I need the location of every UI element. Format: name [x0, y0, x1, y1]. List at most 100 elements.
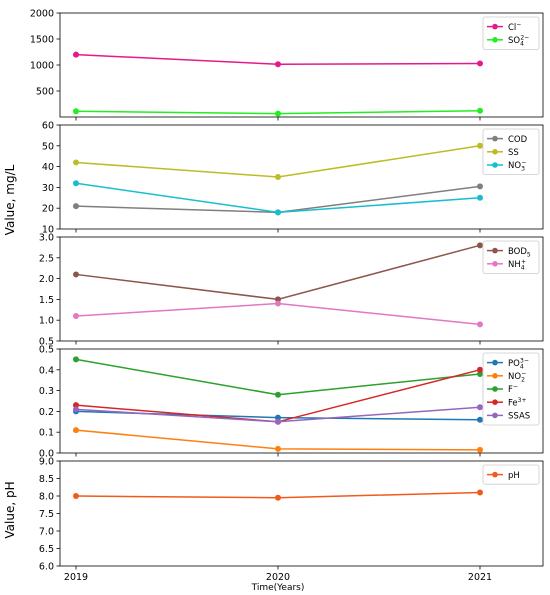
data-point — [275, 300, 281, 307]
y-tick-label: 40 — [42, 162, 54, 173]
data-point — [73, 159, 79, 166]
y-tick-label: 60 — [42, 121, 54, 132]
data-point — [477, 370, 483, 377]
chart-panels: 500 1000 1500 2000 Cl− SO42− 10 20 30 40 50 60 COD SS… — [30, 9, 544, 583]
data-point — [275, 494, 281, 501]
legend-marker — [492, 162, 498, 168]
legend-box — [482, 352, 540, 426]
legend-marker — [492, 261, 498, 267]
legend-marker — [492, 399, 498, 406]
panel-frame — [59, 460, 544, 567]
y-tick-label: 2.5 — [39, 253, 54, 264]
legend-entry: PO43− — [487, 357, 529, 370]
data-point — [477, 194, 483, 201]
y-tick-label: 7.5 — [39, 509, 54, 520]
x-tick-label: 2020 — [266, 572, 290, 583]
legend-marker — [492, 386, 498, 392]
data-point — [275, 209, 281, 216]
data-point — [477, 60, 483, 67]
legend-marker — [492, 247, 498, 254]
legend-entry: BOD5 — [487, 247, 531, 258]
data-point — [73, 402, 79, 409]
legend-label: SS — [508, 148, 519, 158]
legend: COD SS NO3− — [482, 128, 540, 175]
x-tick-label: 2019 — [64, 572, 88, 583]
data-point — [477, 416, 483, 423]
data-point — [477, 404, 483, 411]
legend: Cl− SO42− — [482, 16, 540, 50]
legend-marker — [492, 135, 498, 142]
legend-entry: NO3− — [487, 160, 526, 173]
legend: PO43−NO2−F− Fe3+ SSAS — [482, 352, 540, 426]
legend-label: SO42− — [508, 35, 529, 48]
legend-label: SSAS — [508, 412, 530, 422]
y-tick-label: 0.4 — [39, 365, 54, 376]
panel-1: 500 1000 1500 2000 Cl− SO42− — [30, 9, 544, 121]
data-point — [477, 366, 483, 373]
legend-entry: pH — [487, 471, 520, 481]
legend-entry: SS — [487, 148, 519, 158]
series-line — [75, 244, 481, 301]
y-tick-label: 0.5 — [39, 345, 54, 356]
series-bod — [73, 242, 483, 303]
legend-marker — [492, 471, 498, 478]
data-point — [275, 391, 281, 398]
data-point — [275, 445, 281, 452]
data-point — [275, 110, 281, 117]
legend-entry: Cl− — [487, 21, 521, 33]
y-tick-label: 500 — [36, 87, 54, 98]
data-point — [73, 493, 79, 499]
legend-label: PO43− — [508, 357, 529, 370]
legend-label: NH4+ — [508, 259, 526, 272]
y-tick-label: 3.0 — [39, 233, 54, 244]
legend-entry: F− — [487, 384, 518, 395]
series-nh — [73, 300, 483, 328]
data-point — [477, 321, 483, 328]
panel-frame — [59, 236, 544, 342]
y-tick-label: 20 — [42, 204, 54, 215]
legend-label: NO3− — [508, 160, 526, 173]
data-point — [477, 446, 483, 453]
data-point — [275, 174, 281, 180]
series-no — [73, 180, 483, 216]
series-ssas — [73, 404, 483, 425]
data-point — [73, 51, 79, 58]
y-tick-label: 0.3 — [39, 386, 54, 397]
y-tick-label: 10 — [42, 225, 54, 236]
legend-box — [482, 464, 540, 485]
panel-4: 0.0 0.1 0.2 0.3 0.4 0.5 PO43−NO2−F−Fe3+ SSAS — [39, 345, 544, 460]
panel-2: 10 20 30 40 50 60 COD SS NO3− — [42, 121, 544, 236]
y-tick-label: 2.0 — [39, 274, 54, 285]
legend-entry: NH4+ — [487, 259, 526, 272]
legend-label: pH — [508, 471, 520, 481]
x-tick-label: 2021 — [468, 572, 492, 583]
y-axis-label-shared: Value, mg/L — [3, 164, 17, 235]
legend-label: BOD5 — [508, 247, 531, 258]
legend-marker — [492, 412, 498, 419]
legend-entry: NO2− — [487, 371, 526, 384]
y-tick-label: 0.5 — [39, 337, 54, 348]
legend-entry: COD — [487, 135, 528, 145]
panel-frame — [59, 12, 544, 118]
data-point — [73, 180, 79, 187]
data-point — [73, 203, 79, 210]
data-point — [477, 142, 483, 149]
data-point — [73, 313, 79, 320]
series-line — [75, 145, 481, 178]
y-tick-label: 1500 — [30, 35, 54, 46]
panel-frame — [59, 348, 544, 454]
y-tick-label: 0.0 — [39, 449, 54, 460]
legend-entry: SSAS — [487, 412, 530, 422]
data-point — [73, 406, 79, 413]
y-axis-label-ph: Value, pH — [3, 481, 17, 538]
series-ph — [73, 489, 483, 501]
legend-marker — [492, 149, 498, 155]
series-so — [73, 107, 483, 117]
data-point — [73, 271, 79, 278]
series-f — [73, 356, 483, 398]
series-cl — [73, 51, 483, 68]
legend-label: Fe3+ — [508, 397, 527, 409]
data-point — [73, 108, 79, 115]
